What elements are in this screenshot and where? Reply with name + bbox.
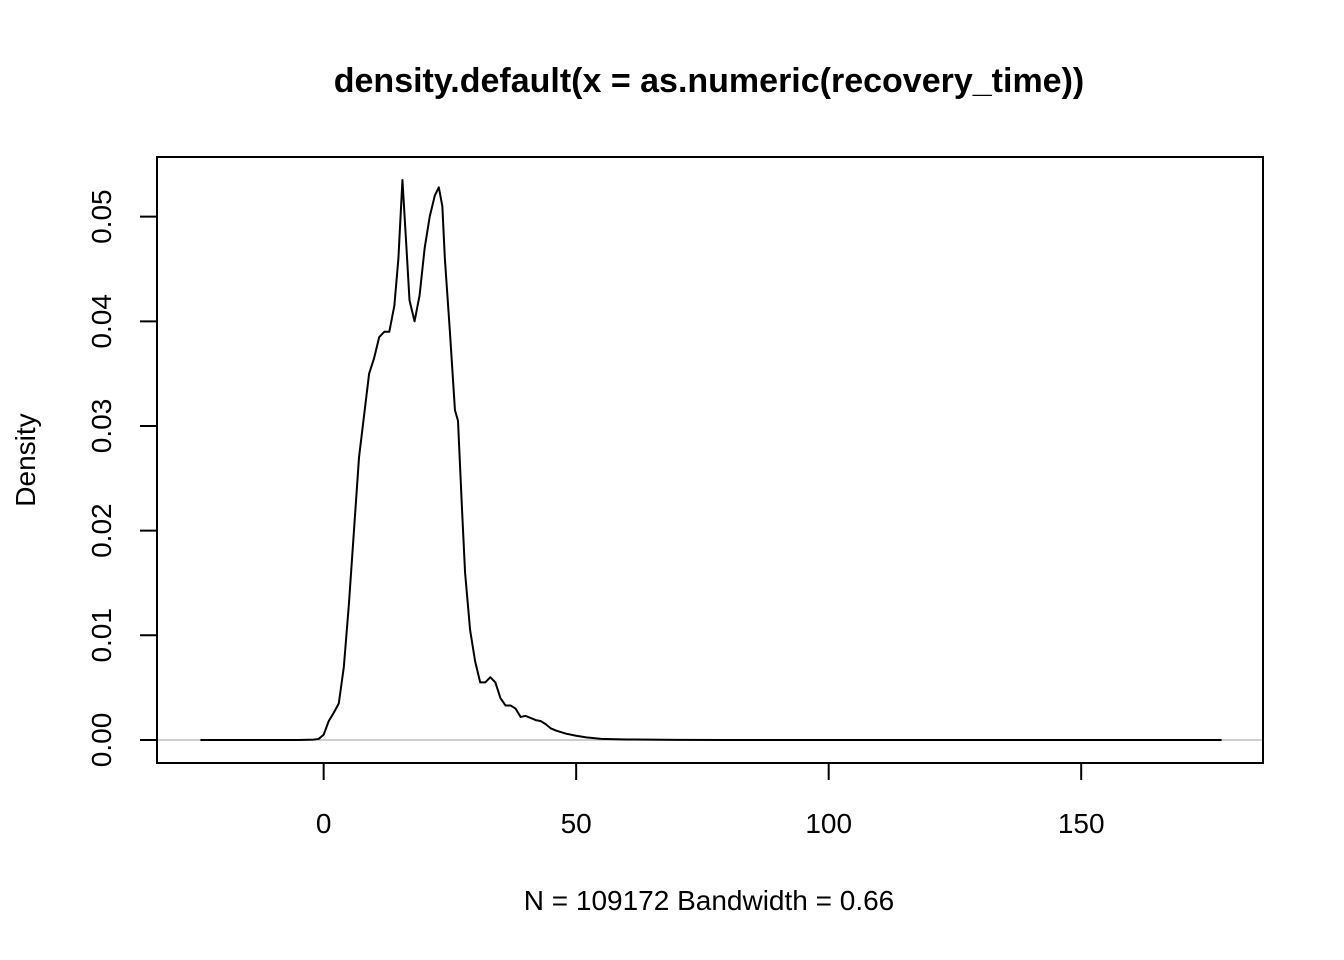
x-axis-label: N = 109172 Bandwidth = 0.66	[524, 885, 895, 916]
y-axis-label: Density	[10, 413, 41, 506]
density-curve	[200, 179, 1222, 741]
y-tick-label: 0.01	[86, 608, 117, 663]
x-tick-label: 0	[316, 808, 332, 839]
plot-frame	[156, 156, 1264, 764]
chart-title: density.default(x = as.numeric(recovery_…	[334, 62, 1084, 100]
y-axis: 0.00 0.01 0.02 0.03 0.04 0.05	[86, 189, 158, 768]
y-tick-label: 0.02	[86, 503, 117, 558]
y-tick-label: 0.04	[86, 294, 117, 349]
x-tick-label: 50	[561, 808, 592, 839]
y-tick-label: 0.03	[86, 399, 117, 454]
y-tick-label: 0.05	[86, 189, 117, 244]
x-tick-label: 150	[1058, 808, 1105, 839]
x-axis: 0 50 100 150	[316, 762, 1105, 839]
x-tick-label: 100	[805, 808, 852, 839]
y-tick-label: 0.00	[86, 713, 117, 768]
